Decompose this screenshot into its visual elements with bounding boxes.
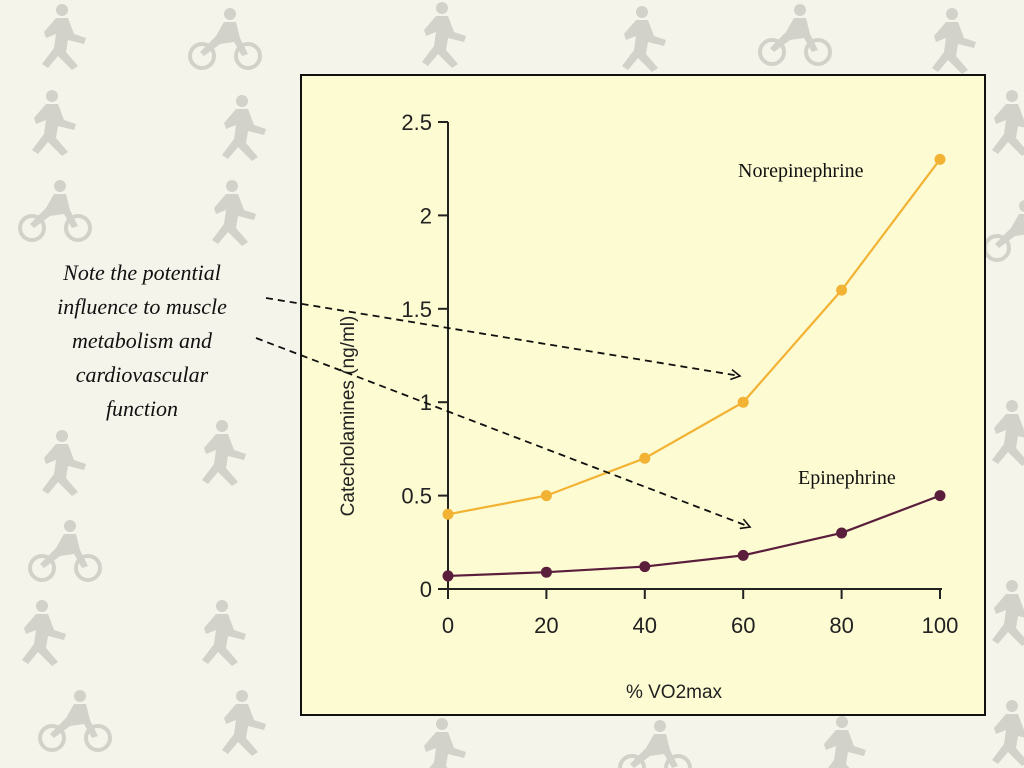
series-label-epinephrine: Epinephrine [798, 467, 896, 489]
data-point-norepinephrine [540, 490, 552, 502]
tick-labels: 0 0.5 1 1.5 2 2.5 0 20 40 60 80 100 [401, 110, 958, 638]
series-epinephrine [442, 490, 946, 582]
y-axis-title: Catecholamines (ng/ml) [338, 316, 359, 517]
data-point-epinephrine [442, 570, 454, 582]
x-tick-label: 60 [731, 613, 755, 638]
annotation-note: Note the potential influence to muscle m… [18, 256, 266, 426]
axes [438, 121, 942, 599]
y-tick-label: 1 [420, 390, 432, 415]
series-line-epinephrine [447, 494, 941, 578]
data-point-norepinephrine [836, 284, 848, 296]
note-line: Note the potential [63, 260, 221, 285]
series-norepinephrine [442, 153, 946, 520]
x-tick-label: 40 [633, 613, 657, 638]
y-tick-label: 1.5 [401, 297, 432, 322]
chart-panel: 0 0.5 1 1.5 2 2.5 0 20 40 60 80 100 % VO2max Catech… [300, 74, 986, 716]
series-label-norepinephrine: Norepinephrine [738, 160, 864, 182]
y-tick-label: 2.5 [401, 110, 432, 135]
data-point-epinephrine [934, 490, 946, 502]
y-tick-label: 2 [420, 203, 432, 228]
data-point-norepinephrine [934, 153, 946, 165]
x-tick-label: 80 [829, 613, 853, 638]
series-line-norepinephrine [447, 158, 941, 516]
note-line: cardiovascular [75, 362, 209, 387]
line-chart: 0 0.5 1 1.5 2 2.5 0 20 40 60 80 100 % VO2max Catech… [338, 110, 958, 703]
data-point-epinephrine [540, 566, 552, 578]
data-point-epinephrine [836, 527, 848, 539]
y-tick-label: 0 [420, 577, 432, 602]
x-tick-label: 0 [442, 613, 454, 638]
x-tick-label: 20 [534, 613, 558, 638]
data-point-epinephrine [737, 549, 749, 561]
y-tick-label: 0.5 [401, 484, 432, 509]
data-point-norepinephrine [639, 452, 651, 464]
note-line: function [105, 396, 179, 421]
x-axis-title: % VO2max [626, 682, 723, 703]
x-tick-label: 100 [922, 613, 959, 638]
note-line: metabolism and [72, 328, 212, 353]
data-point-norepinephrine [737, 396, 749, 408]
data-point-norepinephrine [442, 508, 454, 520]
data-point-epinephrine [639, 561, 651, 573]
series [442, 153, 946, 582]
note-line: influence to muscle [57, 294, 227, 319]
